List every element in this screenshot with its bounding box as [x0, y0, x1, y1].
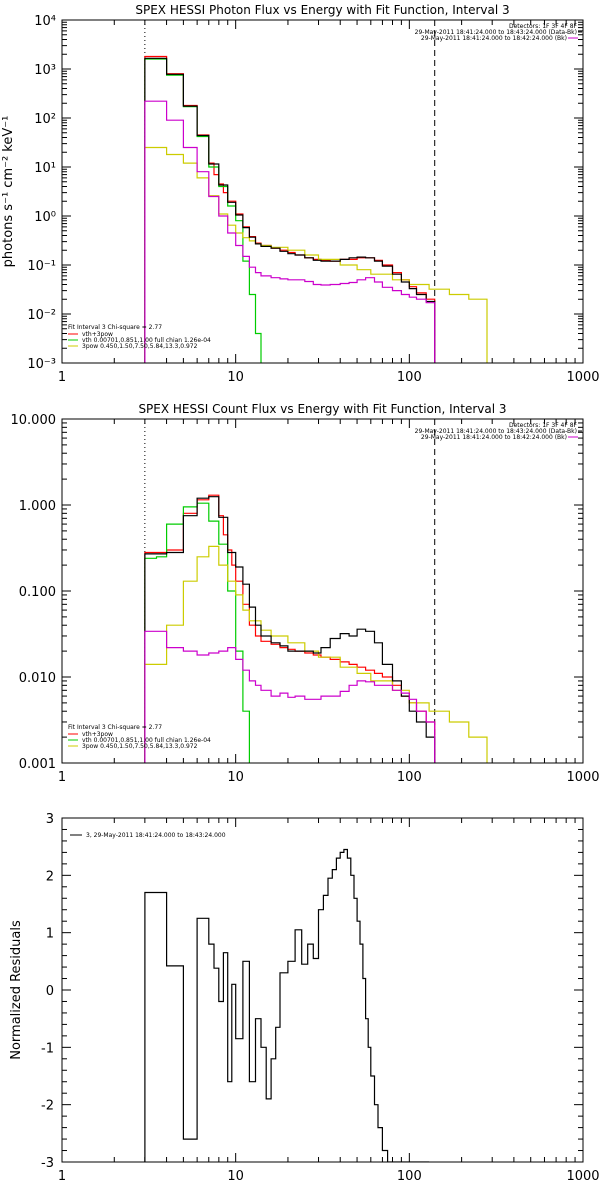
count-flux-panel: SPEX HESSI Count Flux vs Energy with Fit… [11, 402, 600, 785]
x-tick-label: 10 [227, 770, 244, 785]
legend-label-1: vth 0.00701,0.851,1.00 full chian 1.26e-… [82, 737, 211, 744]
x-tick-label: 100 [397, 1169, 422, 1184]
chart-title: SPEX HESSI Count Flux vs Energy with Fit… [138, 402, 506, 416]
y-tick-label: -3 [41, 1156, 54, 1171]
fit-text: Fit Interval 3 Chi-square = 2.77 [68, 724, 162, 731]
series-line-0 [144, 494, 436, 763]
series-line-2 [144, 545, 488, 763]
y-tick-label: 10⁴ [34, 14, 56, 29]
y-tick-label: -1 [41, 1041, 54, 1056]
series-line-4 [144, 100, 436, 363]
series-line-1 [144, 58, 262, 363]
series-group [144, 494, 488, 763]
y-tick-label: 0 [46, 984, 54, 999]
series-line-0 [144, 848, 430, 1162]
x-tick-label: 1 [58, 370, 66, 385]
plot-frame [61, 817, 584, 1163]
info-text-1: 29-May-2011 18:41:24.000 to 18:43:24.000… [415, 29, 577, 36]
y-tick-label: 10⁻¹ [27, 259, 56, 274]
plot-frame [61, 418, 584, 764]
legend-label-res: 3, 29-May-2011 18:41:24.000 to 18:43:24.… [86, 832, 226, 839]
x-tick-label: 1000 [566, 370, 599, 385]
series-line-3 [144, 496, 436, 763]
y-tick-label: 2 [46, 869, 54, 884]
series-group [144, 55, 488, 363]
y-tick-label: 10³ [34, 63, 56, 78]
info-text-1: 29-May-2011 18:41:24.000 to 18:43:24.000… [415, 428, 577, 435]
y-tick-label: 0.010 [19, 671, 56, 686]
x-tick-label: 1 [58, 770, 66, 785]
y-tick-label: 10¹ [34, 161, 56, 176]
x-tick-label: 1000 [566, 770, 599, 785]
legend-label-1: vth 0.00701,0.851,1.00 full chian 1.26e-… [82, 337, 211, 344]
y-axis-label: Normalized Residuals [9, 920, 24, 1060]
plot-frame [61, 19, 584, 364]
x-tick-label: 100 [397, 770, 422, 785]
y-tick-label: 10² [34, 112, 56, 127]
x-tick-label: 10 [227, 370, 244, 385]
x-tick-label: 1000 [566, 1169, 599, 1184]
series-line-1 [144, 502, 250, 763]
series-line-3 [144, 57, 436, 363]
info-text-0: Detectors: 1F 3F 4F 8F [509, 23, 578, 30]
photon-flux-panel: SPEX HESSI Photon Flux vs Energy with Fi… [1, 3, 600, 385]
residuals-panel: Normalized Residuals 1 10 100 1000 -3 -2 -1 0 1 2 3… [9, 812, 600, 1184]
y-tick-label: 1 [46, 927, 54, 942]
y-axis-label: photons s⁻¹ cm⁻² keV⁻¹ [1, 116, 16, 268]
x-tick-label: 100 [397, 370, 422, 385]
legend-label-2: 3pow 0.450,1.50,7.50,5.84,13.3,0.972 [82, 343, 198, 350]
chart-title: SPEX HESSI Photon Flux vs Energy with Fi… [135, 3, 509, 17]
series-group [144, 848, 430, 1162]
x-tick-label: 1 [58, 1169, 66, 1184]
x-tick-label: 10 [227, 1169, 244, 1184]
y-tick-label: 0.001 [19, 757, 56, 772]
y-tick-label: 1.000 [19, 499, 56, 514]
info-text-2: 29-May-2011 18:41:24.000 to 18:42:24.000… [421, 35, 567, 42]
info-text-2: 29-May-2011 18:41:24.000 to 18:42:24.000… [421, 434, 567, 441]
fit-text: Fit Interval 3 Chi-square = 2.77 [68, 324, 162, 331]
legend-label-2: 3pow 0.450,1.50,7.50,5.84,13.3,0.972 [82, 743, 198, 750]
y-tick-label: 10⁻³ [27, 357, 56, 372]
series-line-0 [144, 55, 436, 363]
series-line-4 [144, 630, 436, 763]
y-tick-label: 3 [46, 812, 54, 827]
y-tick-label: 0.100 [19, 585, 56, 600]
y-tick-label: 10.000 [11, 413, 57, 428]
y-tick-label: 10⁻² [27, 308, 56, 323]
info-text-0: Detectors: 1F 3F 4F 8F [509, 422, 578, 429]
legend-label-0: vth+3pow [82, 731, 113, 738]
series-line-2 [144, 146, 488, 363]
y-tick-label: -2 [41, 1099, 54, 1114]
legend-label-0: vth+3pow [82, 331, 113, 338]
y-tick-label: 10⁰ [34, 210, 56, 225]
